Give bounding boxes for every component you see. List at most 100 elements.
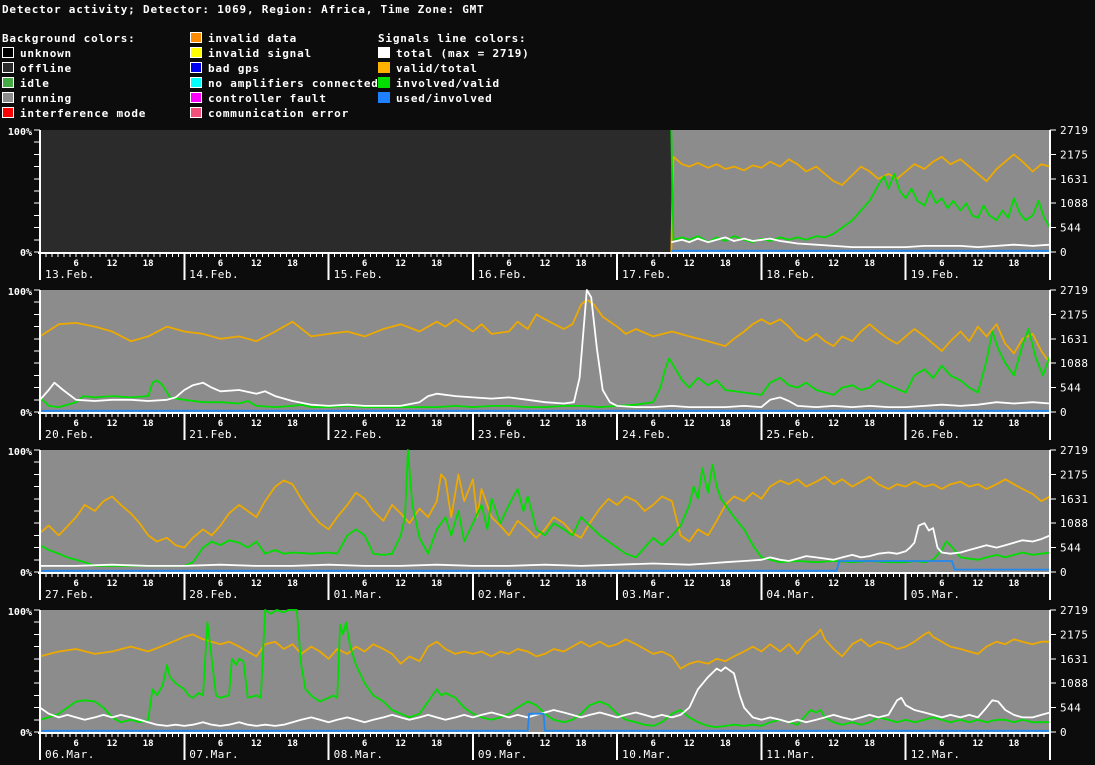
chart-2-series-involved-valid	[39, 328, 1051, 408]
chart-4-hour-label: 12	[251, 739, 262, 749]
chart-3-hour-label: 12	[972, 579, 983, 589]
offline-swatch-icon	[2, 62, 14, 73]
chart-3-hour-label: 18	[287, 579, 298, 589]
chart-4-date-label: 08.Mar.	[334, 748, 384, 761]
invalid-data-swatch-icon	[190, 32, 202, 43]
chart-3-hour-label: 18	[143, 579, 154, 589]
chart-4-hour-label: 18	[431, 739, 442, 749]
legend-background-colors: Background colors: unknown offline idle run…	[2, 31, 146, 121]
chart-3-date-label: 28.Feb.	[189, 588, 239, 601]
chart-2-hour-label: 12	[251, 419, 262, 429]
chart-1-date-label: 13.Feb.	[45, 268, 95, 281]
chart-2-hour-label: 6	[362, 419, 367, 429]
chart-3-date-label: 01.Mar.	[334, 588, 384, 601]
chart-3-series-valid-total	[39, 473, 1051, 549]
legend-background-label: idle	[20, 77, 50, 90]
chart-1-hour-label: 12	[540, 259, 551, 269]
chart-4-hour-label: 18	[287, 739, 298, 749]
chart-3-date-label: 04.Mar.	[766, 588, 816, 601]
chart-1-date-label: 14.Feb.	[189, 268, 239, 281]
legend-background-label: running	[20, 92, 72, 105]
chart-1-hour-label: 18	[576, 259, 587, 269]
chart-1-hour-label: 18	[287, 259, 298, 269]
communication-error-swatch-icon	[190, 107, 202, 118]
chart-1-hour-label: 6	[73, 259, 78, 269]
chart-2-date-label: 21.Feb.	[189, 428, 239, 441]
chart-4-right-label: 2719	[1060, 605, 1089, 617]
chart-1-hour-label: 6	[650, 259, 655, 269]
chart-3-right-label: 2719	[1060, 445, 1089, 457]
chart-4-right-label: 2175	[1060, 628, 1089, 641]
chart-1-y-label-0: 0%	[20, 248, 32, 259]
chart-2-hour-label: 12	[540, 419, 551, 429]
chart-4-series-used-involved	[40, 712, 1050, 732]
unknown-swatch-icon	[2, 47, 14, 58]
chart-3-right-label: 0	[1060, 566, 1067, 579]
legend-status-item-invalid-data: invalid data	[190, 31, 379, 46]
chart-2-right-label: 1631	[1060, 333, 1089, 346]
legend-background-item-idle: idle	[2, 76, 146, 91]
chart-3-hour-label: 12	[828, 579, 839, 589]
legend-signals-label: valid/total	[396, 62, 478, 75]
chart-3-right-label: 2175	[1060, 468, 1089, 481]
chart-4-hour-label: 18	[864, 739, 875, 749]
chart-4-hour-label: 6	[650, 739, 655, 749]
chart-1-date-label: 16.Feb.	[478, 268, 528, 281]
chart-4-right-label: 1631	[1060, 653, 1089, 666]
legend-signal-colors: Signals line colors: total (max = 2719) v…	[378, 31, 530, 106]
chart-2-y-label-0: 0%	[20, 408, 32, 419]
legend-status-label: no amplifiers connected	[208, 77, 379, 90]
chart-2-hour-label: 18	[1008, 419, 1019, 429]
chart-4-series-involved-valid	[39, 609, 1050, 728]
chart-1-hour-label: 18	[143, 259, 154, 269]
chart-1-hour-label: 6	[506, 259, 511, 269]
chart-3-date-label: 27.Feb.	[45, 588, 95, 601]
legend-status-item-invalid-signal: invalid signal	[190, 46, 379, 61]
chart-2-date-label: 20.Feb.	[45, 428, 95, 441]
chart-4-hour-label: 12	[107, 739, 118, 749]
running-swatch-icon	[2, 92, 14, 103]
chart-2-hour-label: 18	[287, 419, 298, 429]
legend-signals-item-valid-total: valid/total	[378, 61, 530, 76]
chart-1-hour-label: 12	[684, 259, 695, 269]
chart-2-hour-label: 6	[506, 419, 511, 429]
chart-2-date-label: 23.Feb.	[478, 428, 528, 441]
chart-4-date-label: 09.Mar.	[478, 748, 528, 761]
chart-1-hour-label: 6	[362, 259, 367, 269]
chart-2-hour-label: 18	[720, 419, 731, 429]
legend-status-item-no-amplifiers-connected: no amplifiers connected	[190, 76, 379, 91]
chart-3-hour-label: 12	[395, 579, 406, 589]
chart-1-y-label-100: 100%	[8, 127, 32, 138]
no-amplifiers-connected-swatch-icon	[190, 77, 202, 88]
chart-2-date-label: 25.Feb.	[766, 428, 816, 441]
chart-4-hour-label: 6	[506, 739, 511, 749]
chart-3-right-label: 1631	[1060, 493, 1089, 506]
chart-3-date-label: 03.Mar.	[622, 588, 672, 601]
legend-background-label: offline	[20, 62, 72, 75]
used-involved-swatch-icon	[378, 92, 390, 103]
chart-1-hour-label: 18	[1008, 259, 1019, 269]
chart-4-series-valid-total	[39, 628, 1050, 670]
legend-background-item-offline: offline	[2, 61, 146, 76]
chart-4-hour-label: 6	[795, 739, 800, 749]
legend-status-label: controller fault	[208, 92, 327, 105]
chart-3-hour-label: 18	[576, 579, 587, 589]
chart-2-date-label: 26.Feb.	[911, 428, 961, 441]
legend-signals-item-involved-valid: involved/valid	[378, 76, 530, 91]
chart-2-series-valid-total	[39, 298, 1051, 364]
chart-2-hour-label: 6	[73, 419, 78, 429]
chart-1-hour-label: 18	[864, 259, 875, 269]
legend-status-label: communication error	[208, 107, 350, 120]
chart-1-date-label: 18.Feb.	[766, 268, 816, 281]
chart-3-series-used-involved	[40, 560, 1050, 572]
chart-1-hour-label: 6	[795, 259, 800, 269]
chart-1-hour-label: 12	[107, 259, 118, 269]
chart-3-y-label-100: 100%	[8, 447, 32, 458]
chart-1-date-label: 19.Feb.	[911, 268, 961, 281]
chart-1-hour-label: 12	[828, 259, 839, 269]
chart-2-series-total	[39, 289, 1051, 408]
chart-3-date-label: 05.Mar.	[911, 588, 961, 601]
chart-3-hour-label: 18	[1008, 579, 1019, 589]
chart-4-series-total	[39, 666, 1051, 727]
chart-1-series-valid-total	[670, 153, 1051, 253]
